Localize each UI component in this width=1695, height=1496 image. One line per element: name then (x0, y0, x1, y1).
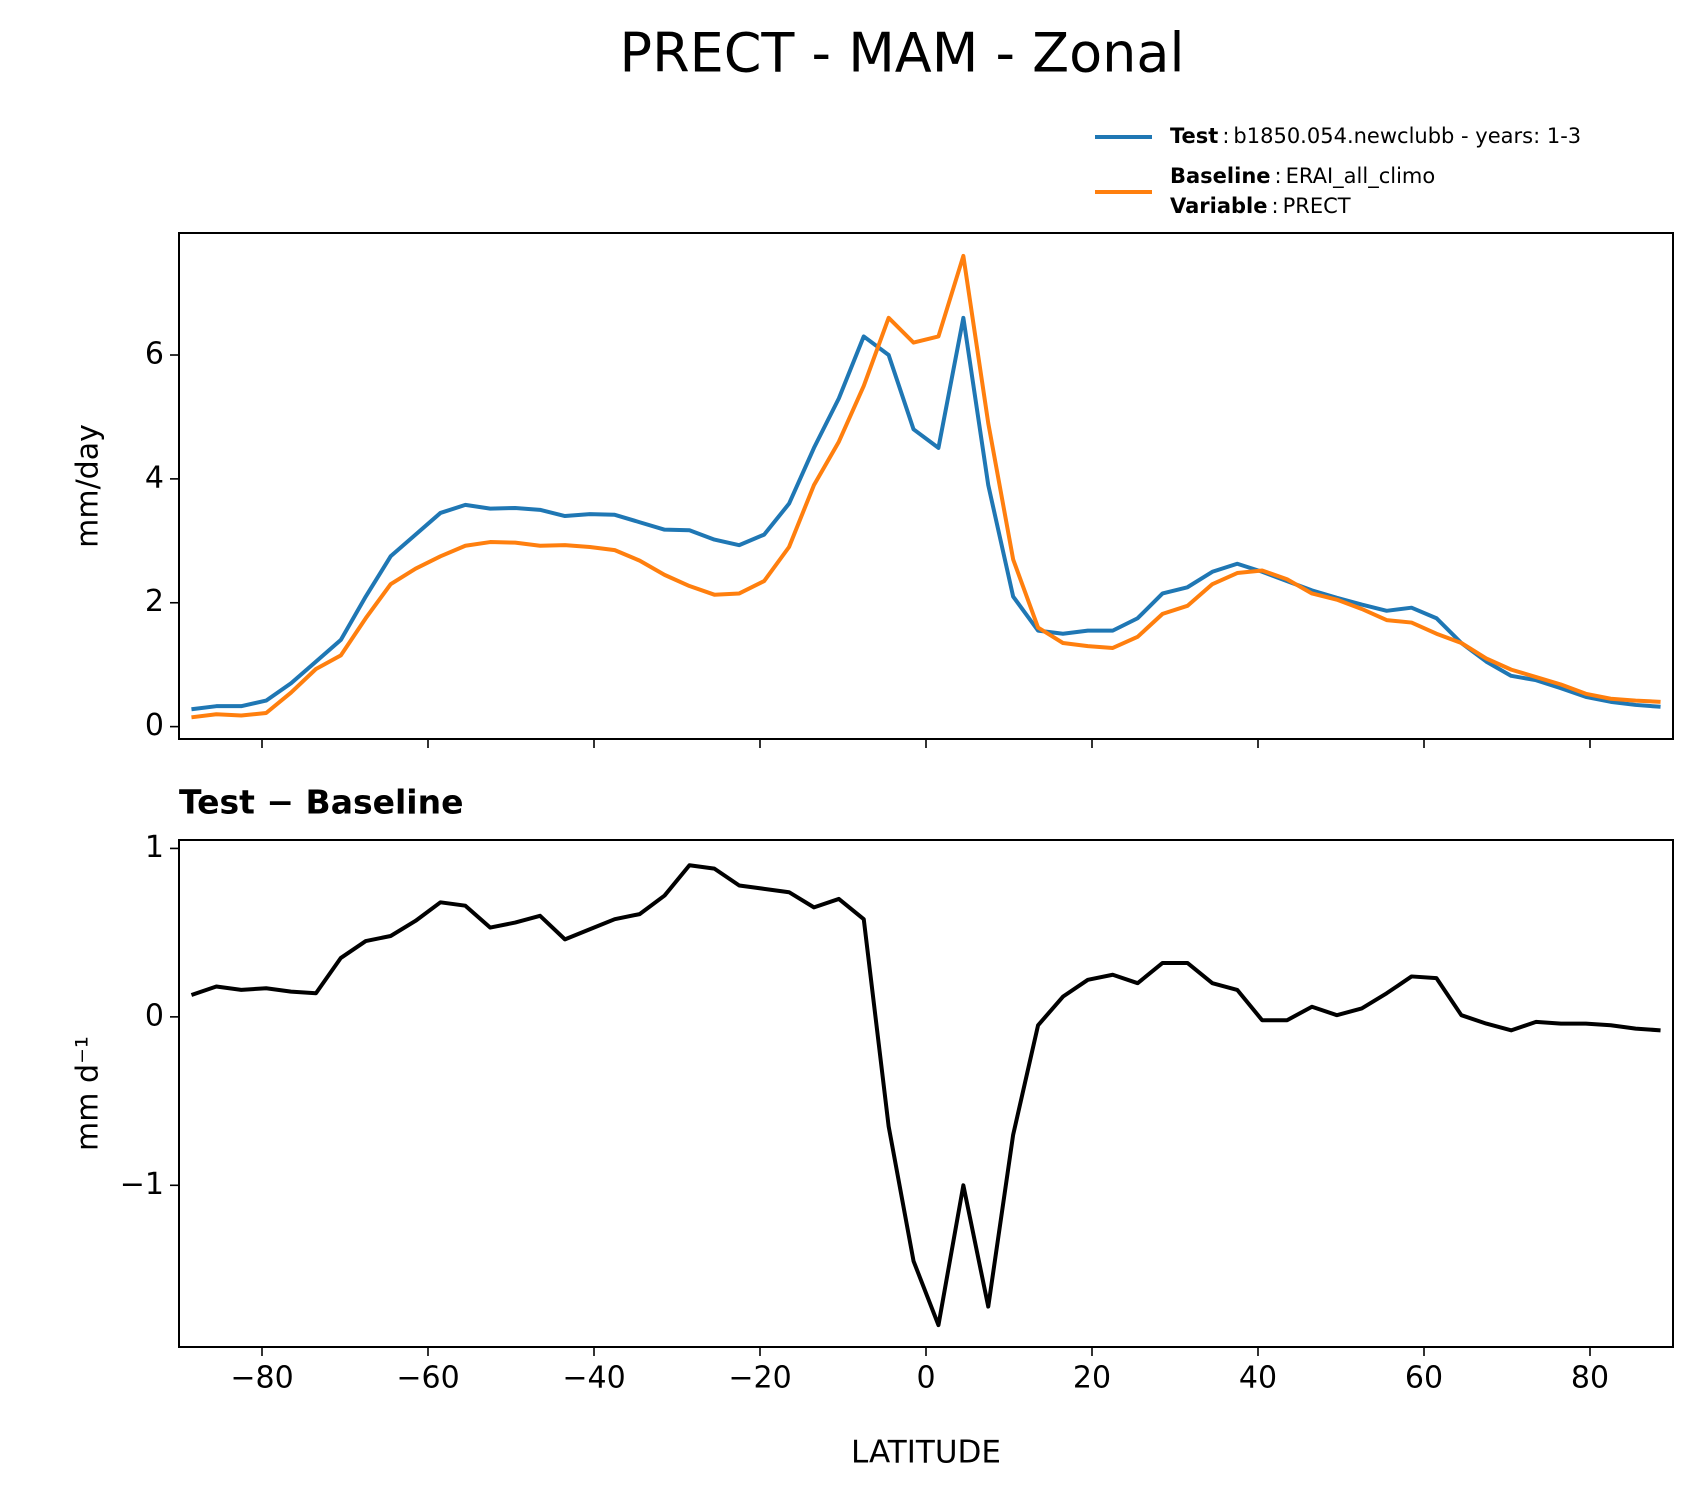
legend-text: Variable: PRECT (1170, 194, 1351, 218)
legend-description: ERAI_all_climo (1286, 164, 1436, 189)
x-tick-label: −20 (728, 1361, 791, 1396)
legend-separator: : (1275, 164, 1282, 188)
axes-frame (178, 839, 1674, 1348)
x-tick-label: −40 (562, 1361, 625, 1396)
data-line (191, 315, 1661, 712)
axes-frame (178, 232, 1674, 740)
y-tick-label: 0 (145, 998, 164, 1033)
y-tick-label: 2 (145, 584, 164, 619)
y-tick-label: 6 (145, 337, 164, 372)
y-axis-label: mm/day (71, 424, 106, 548)
legend-description: PRECT (1283, 194, 1351, 218)
x-tick-label: 20 (1073, 1361, 1111, 1396)
y-tick-label: 0 (145, 708, 164, 743)
x-axis-label: LATITUDE (851, 1435, 1001, 1471)
legend-separator: : (1271, 194, 1278, 218)
legend-name: Variable (1170, 194, 1267, 218)
x-tick-label: 80 (1571, 1361, 1609, 1396)
y-tick-label: 4 (145, 460, 164, 495)
legend-description: b1850.054.newclubb - years: 1-3 (1233, 124, 1581, 148)
y-tick-label: 1 (145, 830, 164, 865)
x-tick-label: 0 (916, 1361, 935, 1396)
figure-title: PRECT - MAM - Zonal (620, 22, 1185, 85)
y-axis-label: mm d⁻¹ (71, 1036, 106, 1151)
legend-text: Test: b1850.054.newclubb - years: 1-3 (1170, 124, 1581, 148)
data-line (190, 863, 1661, 1328)
legend-separator: : (1222, 124, 1229, 148)
x-tick-label: 40 (1239, 1361, 1277, 1396)
x-tick-label: −80 (230, 1361, 293, 1396)
panel-title: Test − Baseline (179, 783, 464, 822)
legend-name: Test (1170, 124, 1218, 148)
x-tick-label: −60 (396, 1361, 459, 1396)
legend-name: Baseline (1170, 164, 1271, 188)
data-line (191, 253, 1661, 720)
y-tick-label: −1 (120, 1167, 164, 1202)
legend-text: Baseline: ERAI_all_climo (1170, 164, 1435, 189)
x-tick-label: 60 (1405, 1361, 1443, 1396)
